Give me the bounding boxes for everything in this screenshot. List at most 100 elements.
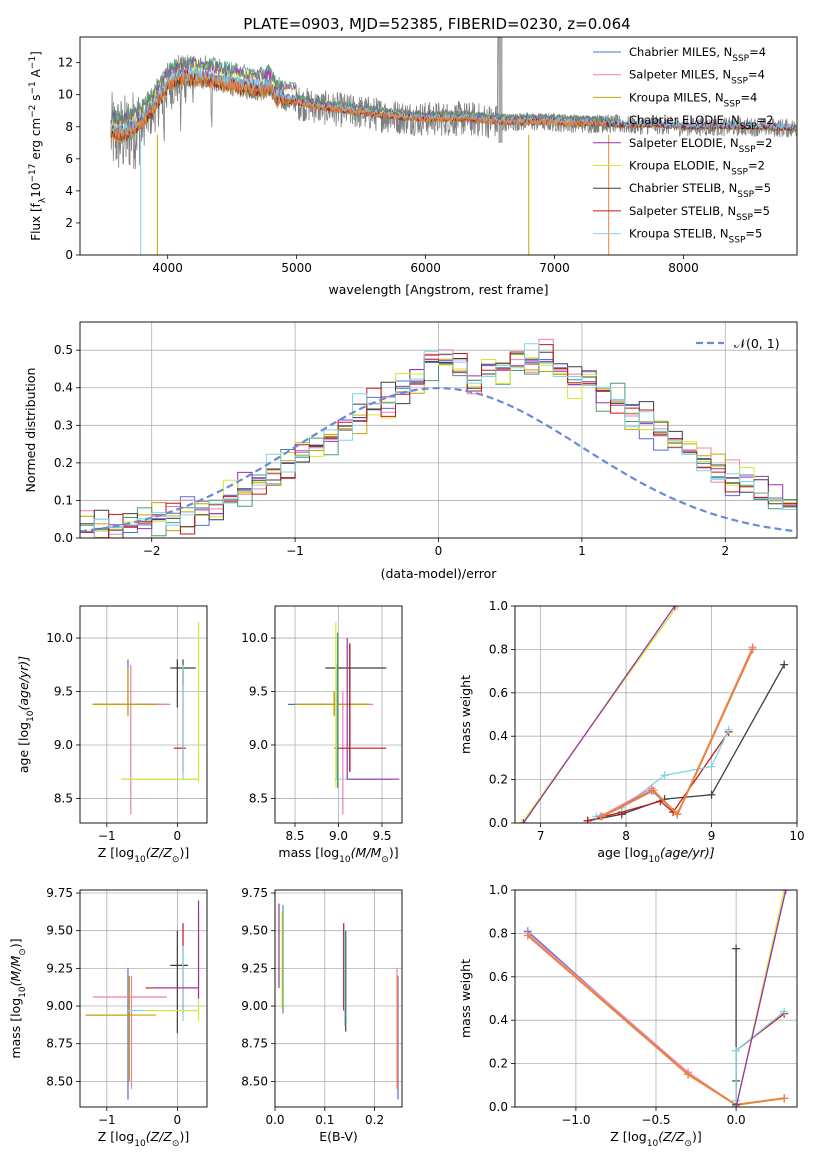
y-tick-label: 9.5 xyxy=(249,685,268,699)
label-part: (age/yr)] xyxy=(660,845,715,860)
x-tick-label: −0.5 xyxy=(641,1113,670,1127)
weight-point-marker xyxy=(781,890,790,894)
weight-point-marker xyxy=(780,1007,789,1016)
axes-frame xyxy=(79,889,208,1108)
x-tick-label: −1 xyxy=(98,1113,116,1127)
x-tick-label: 0.0 xyxy=(727,1113,746,1127)
x-tick-label: 4000 xyxy=(152,261,183,275)
plot-area xyxy=(92,622,200,815)
label-part: )] xyxy=(179,1129,189,1144)
x-tick-label: 9 xyxy=(708,829,716,843)
label-part: mass [log xyxy=(8,998,23,1059)
weight-point-marker xyxy=(523,931,532,940)
y-axis-label: age [log10(age/yr)] xyxy=(16,656,36,773)
label-part: 10 xyxy=(29,183,43,198)
x-axis-label: Z [log10(Z/Z⊙)] xyxy=(610,1129,701,1149)
label-part: =5 xyxy=(753,204,770,218)
x-tick-label: 0.0 xyxy=(265,1113,284,1127)
x-tick-label: −2 xyxy=(143,544,161,558)
axes-frame xyxy=(79,605,208,824)
y-tick-label: 9.50 xyxy=(46,924,73,938)
x-tick-label: 0 xyxy=(435,544,443,558)
y-tick-label: 0.2 xyxy=(489,773,508,787)
y-axis-label: mass weight xyxy=(458,959,473,1038)
label-part: =5 xyxy=(754,181,771,195)
label-part: (Z/Z xyxy=(146,1129,173,1144)
figure-title: PLATE=0903, MJD=52385, FIBERID=0230, z=0… xyxy=(243,15,630,33)
x-tick-label: 7000 xyxy=(539,261,570,275)
weight-line-chabrier_miles xyxy=(600,649,754,818)
legend-entry: Kroupa STELIB, NSSP=5 xyxy=(629,227,762,246)
y-tick-label: 8.75 xyxy=(46,1037,73,1051)
legend-entry: Salpeter STELIB, NSSP=5 xyxy=(629,204,770,223)
histogram-kroupa_elodie xyxy=(80,354,797,538)
label-part: SSP xyxy=(737,190,754,200)
weight-point-marker xyxy=(724,725,733,734)
x-tick-label: 5000 xyxy=(281,261,312,275)
y-tick-label: 9.50 xyxy=(241,924,268,938)
label-part: 10 xyxy=(339,855,351,865)
label-part: A xyxy=(29,68,43,81)
weight-point-marker xyxy=(732,944,741,953)
y-axis-label: Flux [fλ10−17 erg cm−2 s−1 A−1] xyxy=(28,51,48,241)
label-part: (Z/Z xyxy=(658,1129,685,1144)
label-part: )] xyxy=(389,845,399,860)
y-tick-label: 0.3 xyxy=(54,418,73,432)
label-part: 10 xyxy=(18,986,28,998)
label-part: λ xyxy=(38,197,48,203)
weight-point-marker xyxy=(780,1094,789,1103)
x-tick-label: 7 xyxy=(537,829,545,843)
label-part: =4 xyxy=(748,68,765,82)
label-part: SSP xyxy=(740,122,757,132)
label-part: (M/M xyxy=(8,956,23,987)
x-tick-label: 0 xyxy=(174,1113,182,1127)
y-axis-label: mass [log10(M/M⊙)] xyxy=(8,938,28,1058)
label-part: (Z/Z xyxy=(146,845,173,860)
y-tick-label: 10.0 xyxy=(241,631,268,645)
weight-line-salpeter_elodie xyxy=(735,890,787,1107)
label-part: age [log xyxy=(16,722,31,773)
label-part: −2 xyxy=(28,105,38,118)
y-tick-label: 0.8 xyxy=(489,642,508,656)
x-tick-label: 2 xyxy=(721,544,729,558)
x-tick-label: −1 xyxy=(98,829,116,843)
histogram-kroupa_miles xyxy=(80,358,797,532)
plot-area xyxy=(80,338,797,538)
y-tick-label: 2 xyxy=(65,216,73,230)
legend-entry: Kroupa ELODIE, NSSP=2 xyxy=(629,159,765,178)
label-part: s xyxy=(29,95,43,105)
y-tick-label: 0.6 xyxy=(489,970,508,984)
label-part: Kroupa MILES, N xyxy=(629,90,724,104)
weight-point-marker xyxy=(732,1103,741,1107)
weight-point-marker xyxy=(748,645,757,654)
x-axis-label: E(B-V) xyxy=(319,1129,358,1144)
x-tick-label: 9.5 xyxy=(372,829,391,843)
weight-point-marker xyxy=(673,606,682,610)
histogram-kroupa_stelib xyxy=(80,343,797,538)
label-part: =4 xyxy=(749,45,766,59)
y-tick-label: 0.2 xyxy=(54,456,73,470)
label-part: )] xyxy=(8,938,23,948)
y-tick-label: 8.50 xyxy=(241,1074,268,1088)
label-part: Z [log xyxy=(610,1129,646,1144)
y-tick-label: 9.00 xyxy=(241,999,268,1013)
histogram-salpeter_elodie xyxy=(80,358,797,533)
axes-frame xyxy=(274,889,403,1108)
x-tick-label: 1 xyxy=(578,544,586,558)
label-part: E(B-V) xyxy=(319,1129,358,1144)
weight-point-marker xyxy=(519,819,528,823)
label-part: Chabrier ELODIE, N xyxy=(629,113,740,127)
axes-age_vs_z: −1 08.59.09.510.0Z [log10(Z/Z⊙)]age [log1… xyxy=(16,605,208,865)
label-part: 10 xyxy=(134,855,146,865)
weight-point-marker xyxy=(670,606,679,610)
label-part: ⊙ xyxy=(18,948,28,956)
label-part: ⊙ xyxy=(172,855,180,865)
y-tick-label: 4 xyxy=(65,184,73,198)
legend-entry: Salpeter MILES, NSSP=4 xyxy=(629,68,765,87)
legend-entry: Chabrier STELIB, NSSP=5 xyxy=(629,181,771,200)
label-part: Kroupa STELIB, N xyxy=(629,227,729,241)
plot-area xyxy=(523,890,790,1107)
weight-point-marker xyxy=(732,1046,741,1055)
weight-point-marker xyxy=(684,1070,693,1079)
